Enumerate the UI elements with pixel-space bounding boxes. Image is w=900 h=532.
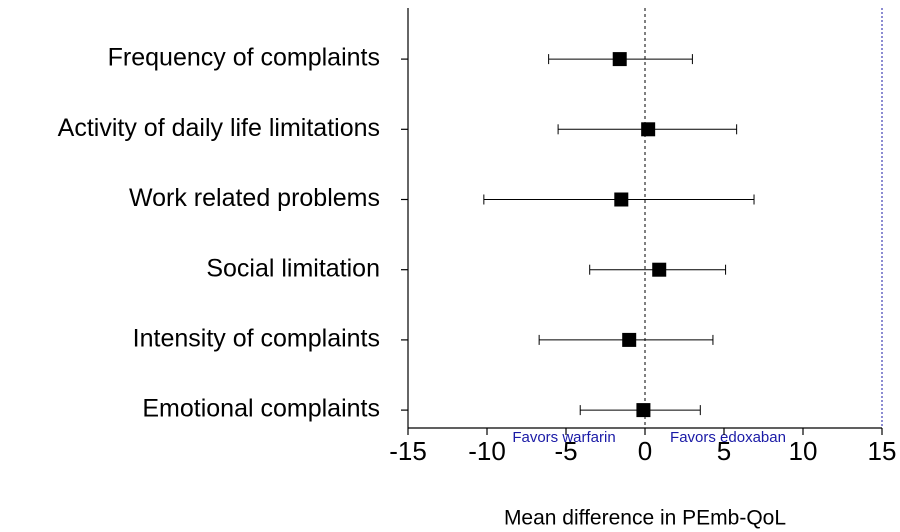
x-tick-label: 5 bbox=[717, 436, 731, 466]
y-tick-label: Frequency of complaints bbox=[108, 44, 380, 72]
point-estimate bbox=[614, 192, 629, 207]
x-tick-label: 0 bbox=[638, 436, 652, 466]
annotation: Favors edoxaban bbox=[670, 429, 786, 446]
x-tick-label: 15 bbox=[868, 436, 897, 466]
y-tick-label: Work related problems bbox=[129, 184, 380, 212]
x-tick-label: -15 bbox=[389, 436, 427, 466]
x-axis-label: Mean difference in PEmb-QoL bbox=[504, 507, 786, 530]
x-tick-label: -5 bbox=[554, 436, 577, 466]
point-estimate bbox=[612, 52, 627, 67]
x-tick-label: -10 bbox=[468, 436, 506, 466]
y-tick-label: Activity of daily life limitations bbox=[58, 114, 380, 142]
point-estimate bbox=[636, 403, 651, 418]
point-estimate bbox=[652, 262, 667, 277]
y-tick-label: Intensity of complaints bbox=[133, 325, 380, 353]
annotation: Favors warfarin bbox=[512, 429, 615, 446]
x-tick-label: 10 bbox=[789, 436, 818, 466]
y-tick-label: Social limitation bbox=[206, 254, 380, 282]
point-estimate bbox=[622, 332, 637, 347]
y-tick-label: Emotional complaints bbox=[142, 395, 380, 423]
point-estimate bbox=[641, 122, 656, 137]
